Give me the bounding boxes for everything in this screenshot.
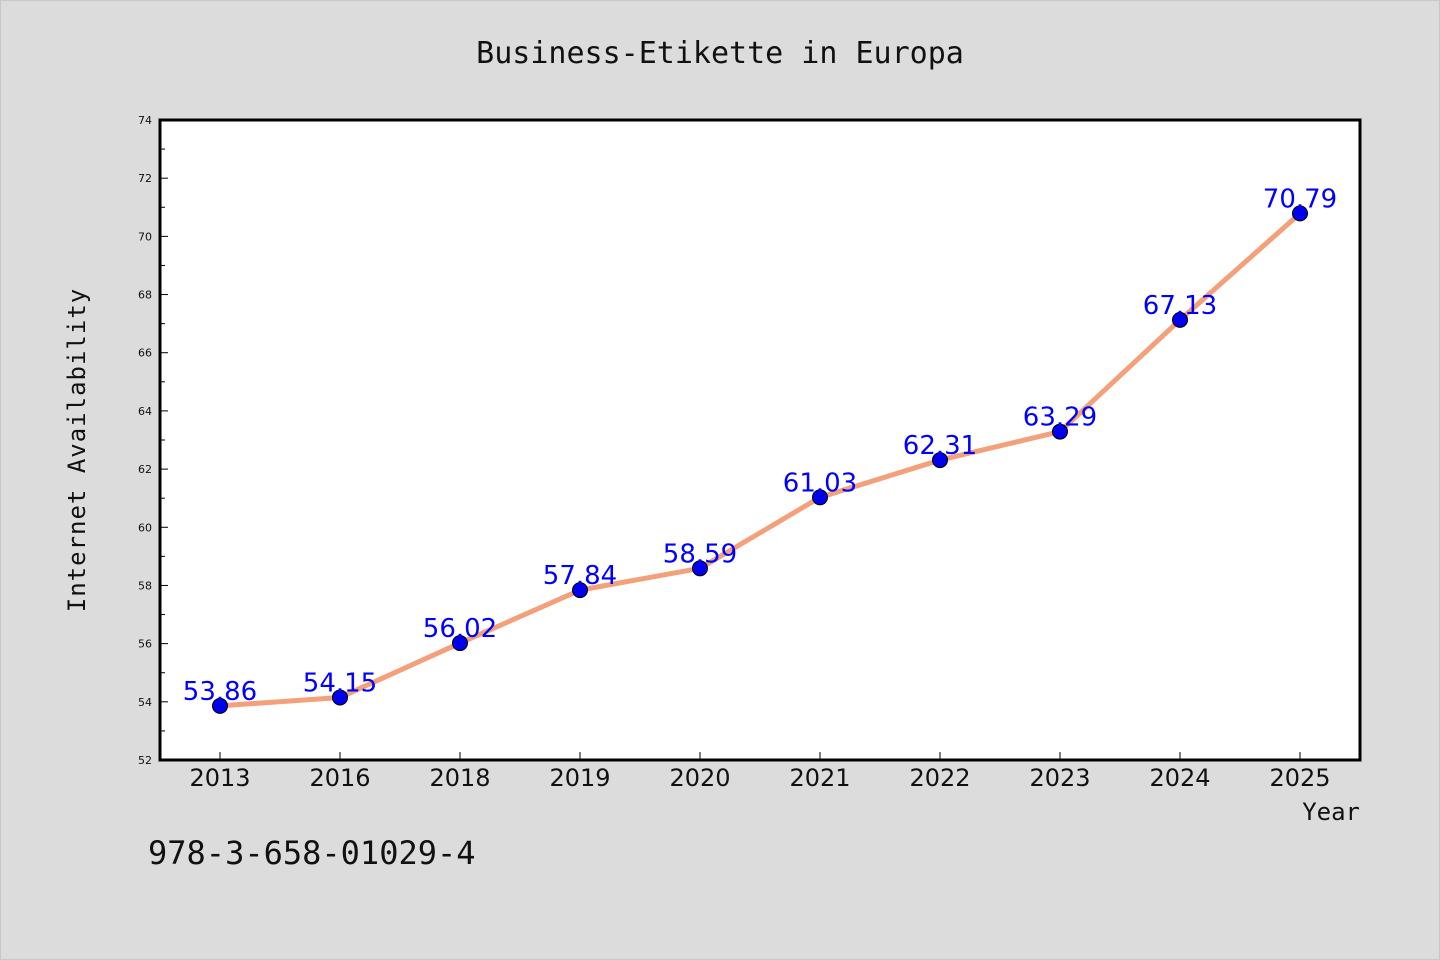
y-tick-label: 56 xyxy=(138,638,152,651)
x-tick-label: 2016 xyxy=(309,764,370,792)
y-tick-label: 58 xyxy=(138,579,152,592)
data-point xyxy=(932,452,948,469)
y-tick-label: 68 xyxy=(138,289,152,302)
y-tick-label: 66 xyxy=(138,347,152,360)
x-axis-label: Year xyxy=(1302,798,1360,826)
series-line-layer: 53.86 54.15 56.02 57.84 58.59 61.03 62.31 63.29… xyxy=(183,184,1337,714)
plot-frame xyxy=(158,118,1362,762)
data-point xyxy=(1052,423,1068,440)
data-label: 61.03 xyxy=(783,468,857,498)
y-tick-label: 62 xyxy=(138,463,152,476)
chart-title: Business-Etikette in Europa xyxy=(476,36,964,71)
y-axis-label: Internet Availability xyxy=(63,288,91,612)
data-label: 57.84 xyxy=(543,561,617,591)
data-point xyxy=(692,560,708,577)
data-label: 56.02 xyxy=(423,614,497,644)
x-tick-label: 2022 xyxy=(909,764,970,792)
y-tick-label: 64 xyxy=(138,405,152,418)
data-point xyxy=(452,635,468,652)
x-tick-label: 2021 xyxy=(789,764,850,792)
x-tick-label: 2023 xyxy=(1029,764,1090,792)
y-tick-label: 54 xyxy=(138,696,152,709)
isbn-annotation: 978-3-658-01029-4 xyxy=(148,834,476,872)
x-tick-label: 2024 xyxy=(1149,764,1210,792)
y-tick-label: 72 xyxy=(138,172,152,185)
y-tick-label: 60 xyxy=(138,521,152,534)
data-point xyxy=(1172,311,1188,328)
data-point xyxy=(572,582,588,599)
data-label: 63.29 xyxy=(1023,403,1097,433)
y-tick-label: 74 xyxy=(138,114,152,127)
plot-area xyxy=(160,120,1360,760)
x-tick-label: 2018 xyxy=(429,764,490,792)
data-label: 58.59 xyxy=(663,539,737,569)
x-tick-label: 2019 xyxy=(549,764,610,792)
data-point xyxy=(212,697,228,714)
data-point xyxy=(332,689,348,706)
x-tick-label: 2025 xyxy=(1269,764,1330,792)
y-tick-label: 70 xyxy=(138,230,152,243)
data-label: 53.86 xyxy=(183,677,257,707)
data-point xyxy=(1292,205,1308,222)
x-tick-label: 2013 xyxy=(189,764,250,792)
axis-ticks: 52 54 56 58 60 62 64 66 68 70 72 74 2013 2016 2018 2019… xyxy=(138,114,1331,792)
data-label: 70.79 xyxy=(1263,184,1337,214)
y-tick-label: 52 xyxy=(138,754,152,767)
series-line xyxy=(217,210,1303,709)
x-tick-label: 2020 xyxy=(669,764,730,792)
data-label: 54.15 xyxy=(303,668,377,698)
data-label: 67.13 xyxy=(1143,291,1217,321)
data-point xyxy=(812,489,828,506)
data-label: 62.31 xyxy=(903,431,977,461)
